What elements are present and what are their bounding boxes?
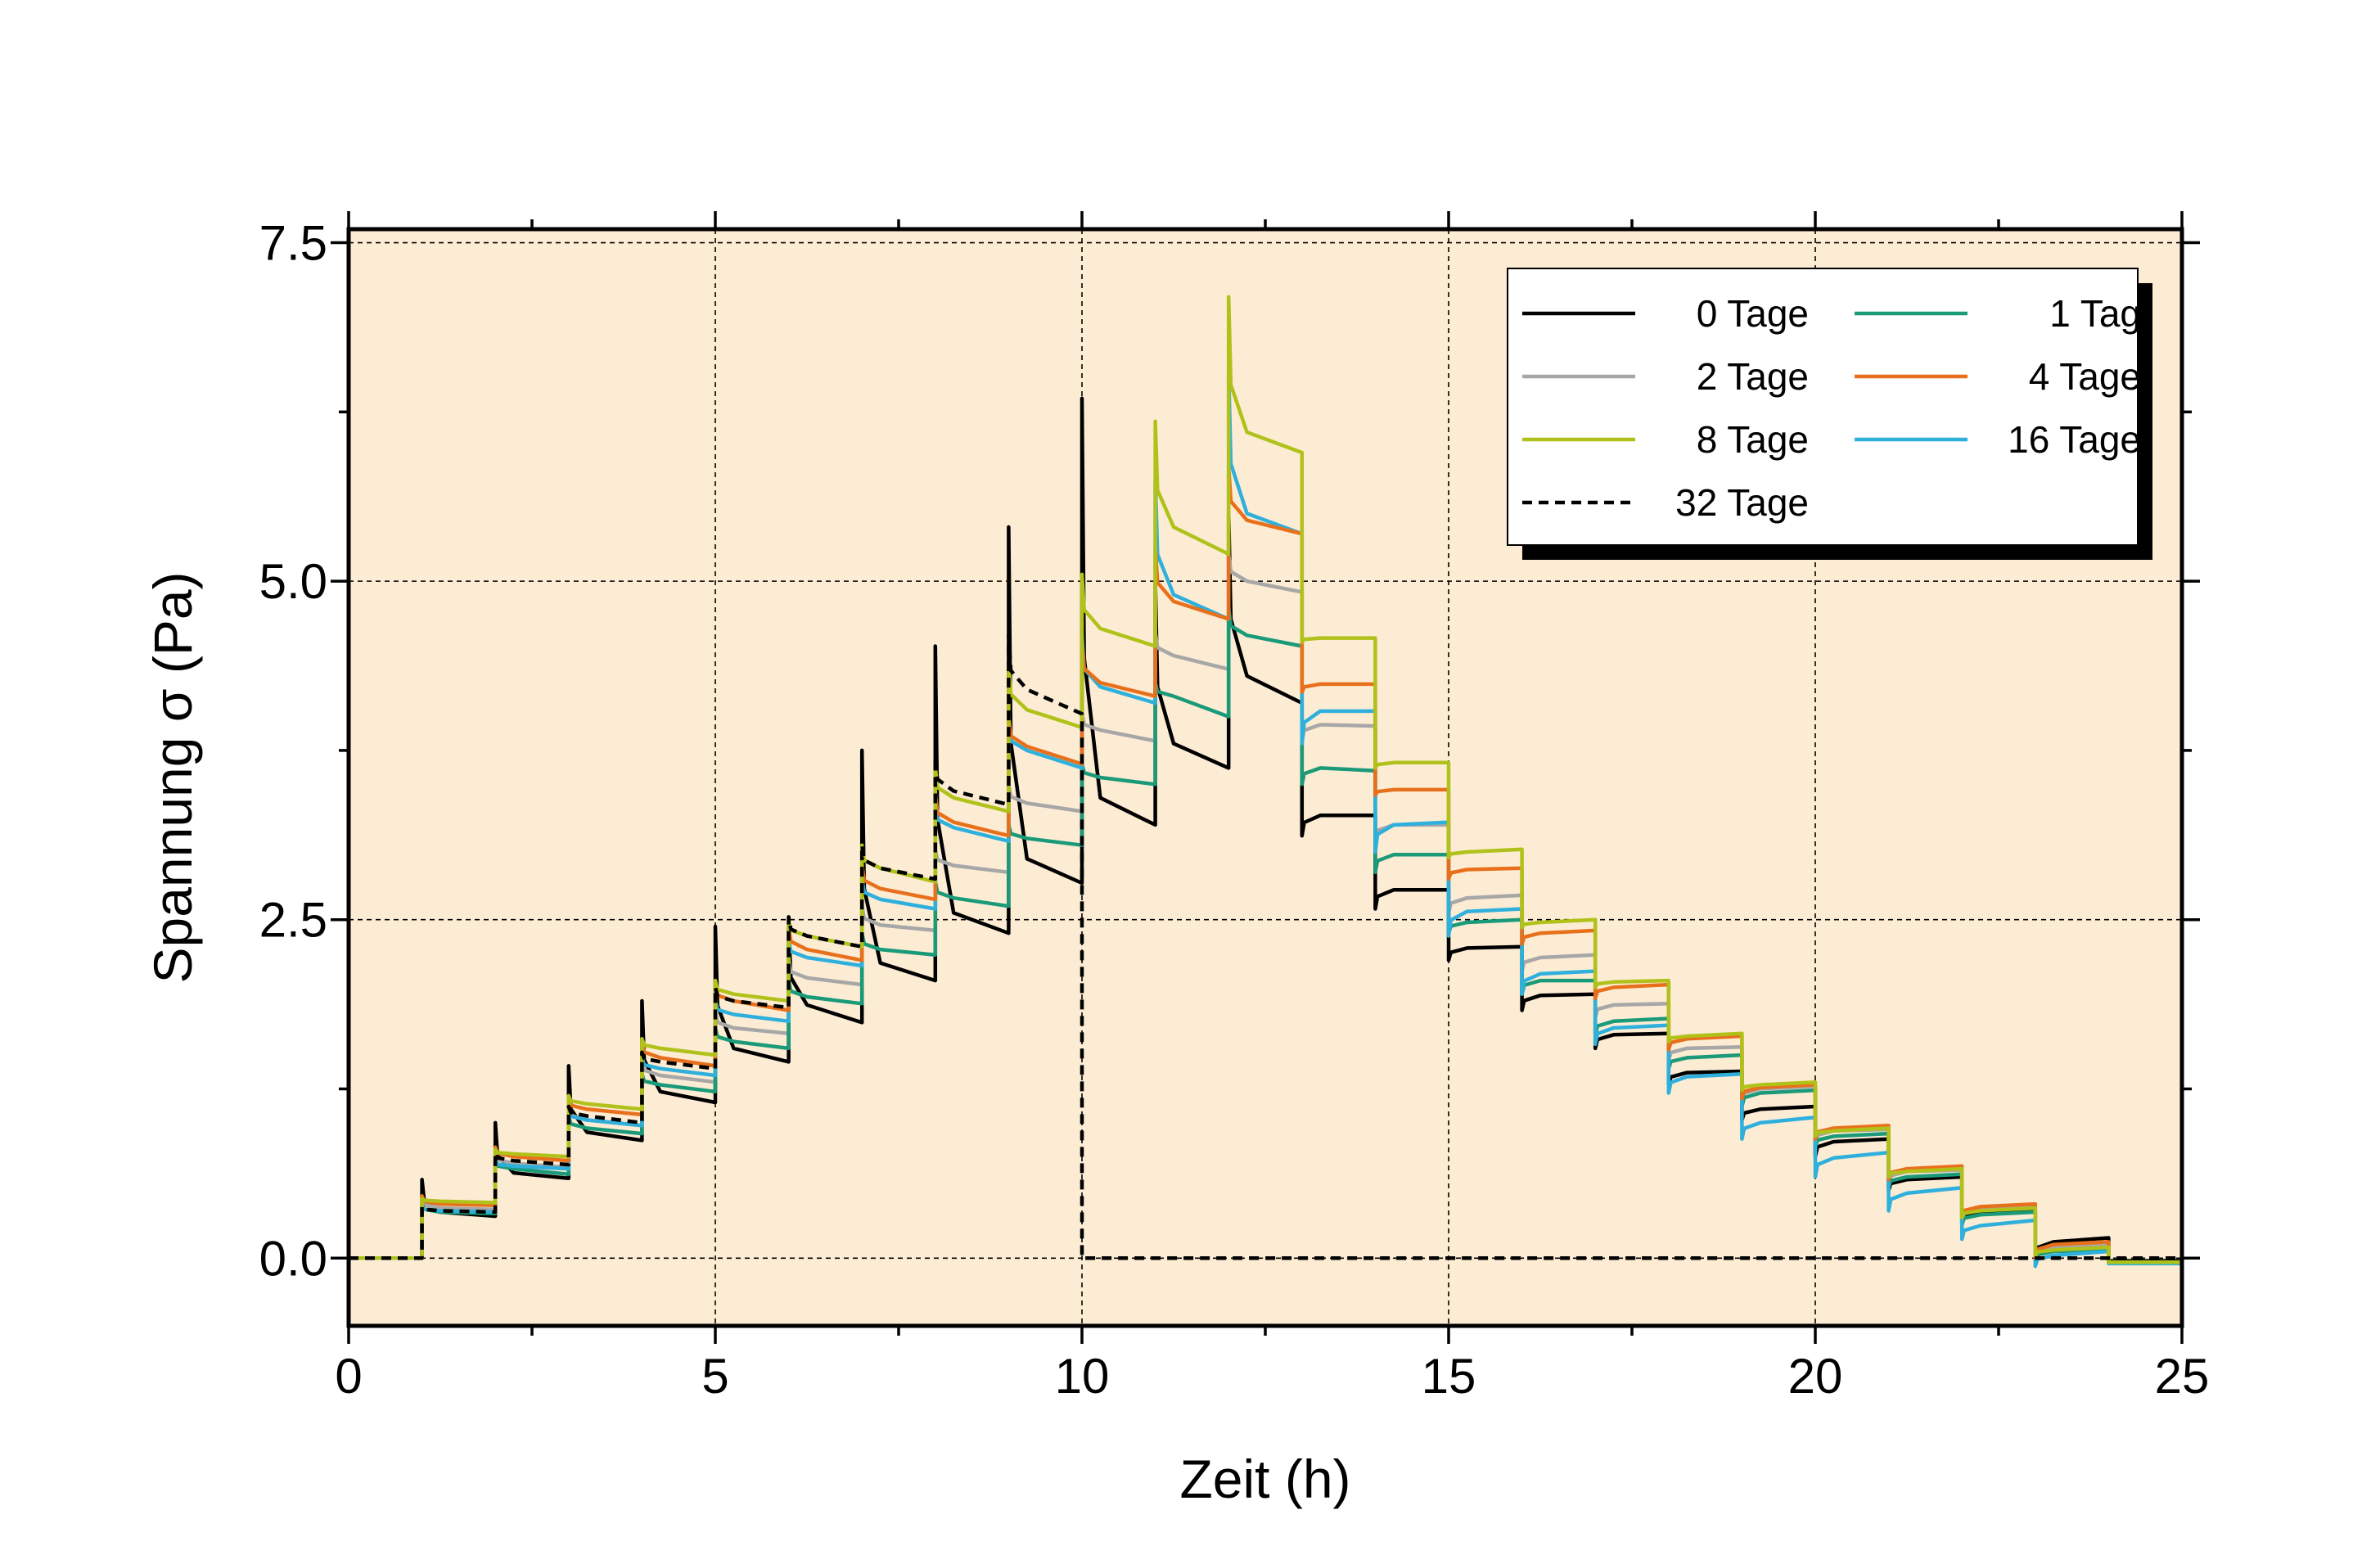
series-line-32-tage <box>349 633 2182 1260</box>
legend-label: 4 Tage <box>2029 355 2141 398</box>
y-tick-label: 7.5 <box>259 216 327 271</box>
legend-label: 8 Tage <box>1697 418 1809 461</box>
y-tick-label: 5.0 <box>259 554 327 609</box>
legend: 0 Tage 2 Tage 8 Tage 32 Tage 1 Tag 4 Tage 16 T… <box>1507 268 2152 560</box>
legend-label: 2 Tage <box>1697 355 1809 398</box>
axis-ticks <box>331 211 2200 1344</box>
y-axis-label: Spannung σ (Pa) <box>142 571 203 983</box>
y-tick-label: 0.0 <box>259 1231 327 1286</box>
x-axis-label: Zeit (h) <box>1179 1449 1350 1509</box>
legend-label: 0 Tage <box>1697 292 1809 335</box>
x-tick-label: 10 <box>1055 1349 1110 1404</box>
series-line-0-tage <box>349 396 2182 1263</box>
tick-labels: 0 5 10 15 20 25 0.0 2.5 5.0 7.5 <box>259 216 2210 1404</box>
x-tick-label: 15 <box>1422 1349 1476 1404</box>
x-tick-label: 25 <box>2155 1349 2210 1404</box>
legend-label: 16 Tage <box>2008 418 2141 461</box>
x-tick-label: 5 <box>701 1349 728 1404</box>
x-tick-label: 0 <box>335 1349 362 1404</box>
x-tick-label: 20 <box>1788 1349 1843 1404</box>
series-line-8-tage <box>349 295 2182 1264</box>
series-lines <box>349 295 2182 1269</box>
legend-label: 32 Tage <box>1675 481 1809 524</box>
legend-box <box>1507 268 2139 546</box>
y-tick-label: 2.5 <box>259 893 327 948</box>
legend-label: 1 Tag <box>2049 292 2141 335</box>
